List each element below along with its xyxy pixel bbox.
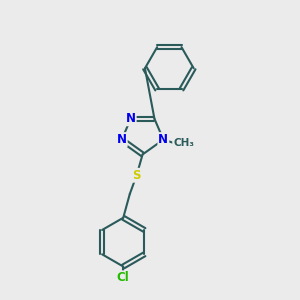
Text: N: N	[158, 133, 168, 146]
Text: S: S	[132, 169, 141, 182]
Text: N: N	[126, 112, 136, 125]
Text: N: N	[117, 133, 127, 146]
Text: CH₃: CH₃	[173, 139, 194, 148]
Text: Cl: Cl	[117, 271, 130, 284]
